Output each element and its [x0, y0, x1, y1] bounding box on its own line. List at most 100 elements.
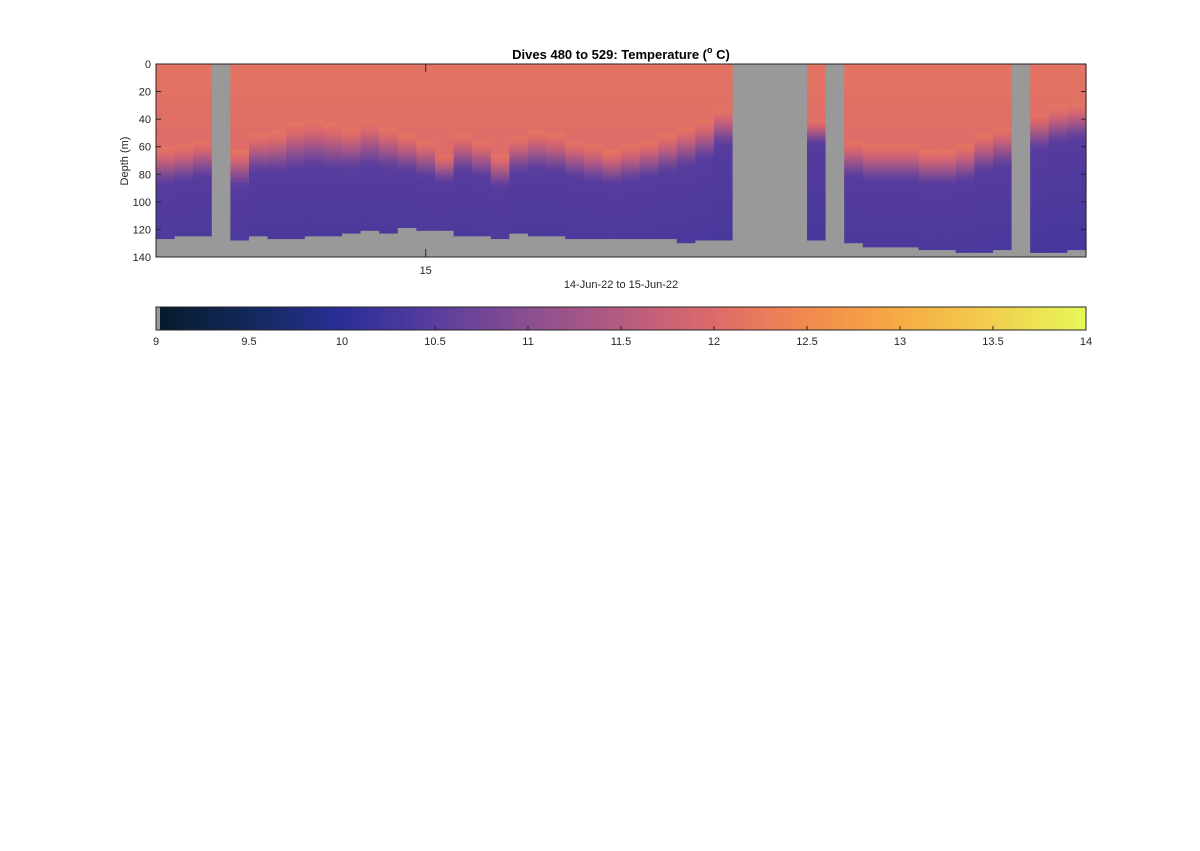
heatmap-cell — [602, 72, 622, 76]
heatmap-cell — [1030, 121, 1050, 126]
heatmap-cell — [676, 121, 696, 126]
heatmap-cell — [267, 234, 287, 239]
heatmap-cell — [937, 113, 957, 117]
heatmap-cell — [342, 179, 362, 184]
heatmap-cell — [639, 124, 659, 129]
heatmap-cell — [1067, 179, 1087, 184]
heatmap-cell — [1048, 204, 1068, 208]
heatmap-cell — [435, 201, 455, 206]
heatmap-cell — [286, 99, 306, 104]
heatmap-cell — [676, 166, 696, 170]
heatmap-cell — [900, 102, 920, 106]
heatmap-cell — [528, 97, 548, 101]
heatmap-cell — [621, 171, 641, 175]
heatmap-cell — [937, 69, 957, 73]
heatmap-cell — [323, 88, 343, 93]
heatmap-cell — [397, 72, 417, 76]
heatmap-cell — [621, 237, 641, 240]
heatmap-cell — [807, 201, 827, 206]
heatmap-cell — [621, 86, 641, 90]
heatmap-cell — [360, 226, 380, 231]
heatmap-cell — [472, 212, 492, 217]
heatmap-cell — [379, 207, 399, 211]
heatmap-cell — [360, 154, 380, 159]
heatmap-cell — [286, 171, 306, 175]
heatmap-cell — [862, 204, 882, 208]
heatmap-cell — [230, 229, 250, 233]
heatmap-cell — [881, 218, 901, 222]
heatmap-cell — [807, 204, 827, 208]
heatmap-cell — [249, 223, 269, 228]
heatmap-cell — [900, 146, 920, 151]
heatmap-cell — [230, 141, 250, 145]
heatmap-cell — [881, 190, 901, 195]
heatmap-cell — [918, 86, 938, 90]
heatmap-cell — [974, 130, 994, 134]
heatmap-cell — [844, 97, 864, 101]
heatmap-cell — [472, 232, 492, 236]
heatmap-cell — [379, 190, 399, 195]
heatmap-cell — [993, 196, 1013, 200]
heatmap-cell — [546, 179, 566, 184]
heatmap-cell — [490, 108, 510, 112]
heatmap-cell — [881, 160, 901, 164]
heatmap-cell — [918, 97, 938, 101]
heatmap-cell — [156, 212, 176, 217]
heatmap-cell — [249, 171, 269, 175]
heatmap-cell — [844, 94, 864, 98]
heatmap-cell — [639, 130, 659, 134]
heatmap-cell — [1030, 171, 1050, 175]
heatmap-cell — [360, 72, 380, 76]
heatmap-cell — [881, 80, 901, 84]
heatmap-cell — [360, 168, 380, 173]
heatmap-cell — [676, 80, 696, 84]
heatmap-cell — [174, 64, 194, 68]
heatmap-cell — [249, 201, 269, 206]
heatmap-cell — [323, 182, 343, 186]
heatmap-cell — [974, 83, 994, 87]
heatmap-cell — [267, 121, 287, 126]
heatmap-cell — [360, 171, 380, 175]
heatmap-cell — [565, 108, 585, 112]
heatmap-cell — [286, 204, 306, 208]
heatmap-cell — [304, 105, 324, 109]
heatmap-cell — [658, 163, 678, 167]
heatmap-cell — [342, 138, 362, 142]
heatmap-cell — [230, 207, 250, 211]
heatmap-cell — [1067, 119, 1087, 123]
heatmap-cell — [156, 97, 176, 101]
heatmap-cell — [1067, 168, 1087, 173]
heatmap-cell — [546, 102, 566, 106]
heatmap-cell — [900, 193, 920, 197]
heatmap-cell — [453, 171, 473, 175]
heatmap-cell — [862, 152, 882, 156]
heatmap-cell — [416, 121, 436, 126]
heatmap-cell — [1048, 240, 1068, 244]
heatmap-cell — [974, 77, 994, 82]
heatmap-cell — [453, 130, 473, 134]
heatmap-cell — [844, 207, 864, 211]
heatmap-cell — [993, 130, 1013, 134]
heatmap-cell — [193, 121, 213, 126]
heatmap-cell — [695, 168, 715, 173]
heatmap-cell — [1067, 199, 1087, 203]
heatmap-cell — [565, 127, 585, 131]
heatmap-cell — [416, 226, 436, 231]
heatmap-cell — [881, 212, 901, 217]
heatmap-cell — [974, 229, 994, 233]
below-bottom-nodata — [267, 239, 287, 257]
heatmap-cell — [397, 204, 417, 208]
heatmap-cell — [174, 83, 194, 87]
heatmap-cell — [490, 75, 510, 79]
heatmap-cell — [862, 124, 882, 129]
heatmap-cell — [528, 223, 548, 228]
heatmap-cell — [862, 135, 882, 140]
heatmap-cell — [342, 226, 362, 231]
heatmap-cell — [1030, 149, 1050, 153]
heatmap-cell — [342, 188, 362, 192]
heatmap-cell — [546, 212, 566, 217]
heatmap-cell — [174, 119, 194, 123]
heatmap-cell — [546, 193, 566, 197]
heatmap-cell — [565, 64, 585, 68]
heatmap-cell — [974, 110, 994, 115]
